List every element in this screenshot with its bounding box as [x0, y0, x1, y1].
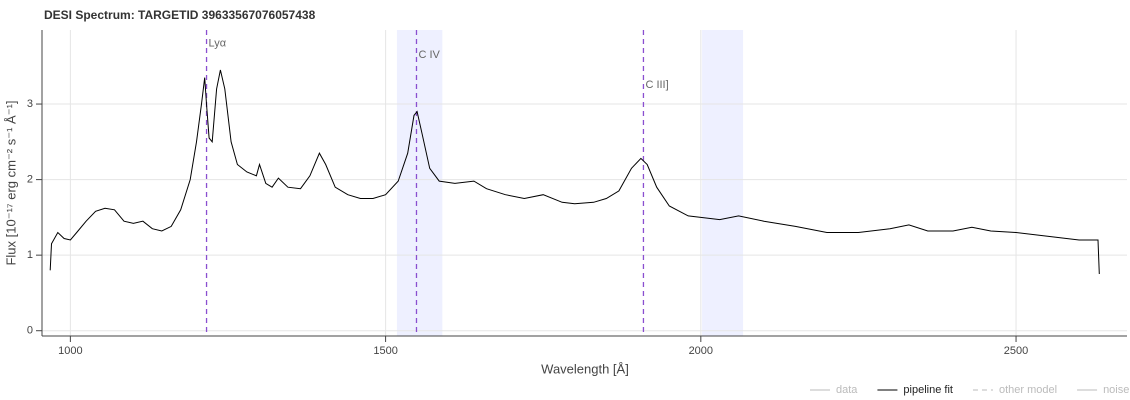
legend-label[interactable]: noise	[1103, 384, 1129, 396]
y-tick-label: 2	[27, 174, 33, 186]
y-tick-label: 0	[27, 325, 33, 337]
legend-label[interactable]: data	[836, 384, 858, 396]
highlight-band	[702, 30, 744, 336]
emission-label: Lyα	[209, 38, 227, 50]
x-tick-label: 2000	[689, 345, 713, 357]
emission-label: C III]	[645, 79, 668, 91]
legend-label[interactable]: pipeline fit	[903, 384, 953, 396]
x-tick-label: 1000	[58, 345, 82, 357]
chart-title: DESI Spectrum: TARGETID 3963356707605743…	[44, 8, 316, 22]
y-tick-label: 3	[27, 98, 33, 110]
x-tick-label: 2500	[1004, 345, 1028, 357]
highlight-band	[396, 30, 443, 336]
x-axis-label: Wavelength [Å]	[541, 361, 629, 376]
emission-label: C IV	[418, 49, 440, 61]
x-tick-label: 1500	[373, 345, 397, 357]
y-axis-label: Flux [10⁻¹⁷ erg cm⁻² s⁻¹ Å⁻¹]	[3, 100, 18, 265]
y-tick-label: 1	[27, 249, 33, 261]
legend-label[interactable]: other model	[999, 384, 1057, 396]
spectrum-line	[49, 69, 1100, 275]
